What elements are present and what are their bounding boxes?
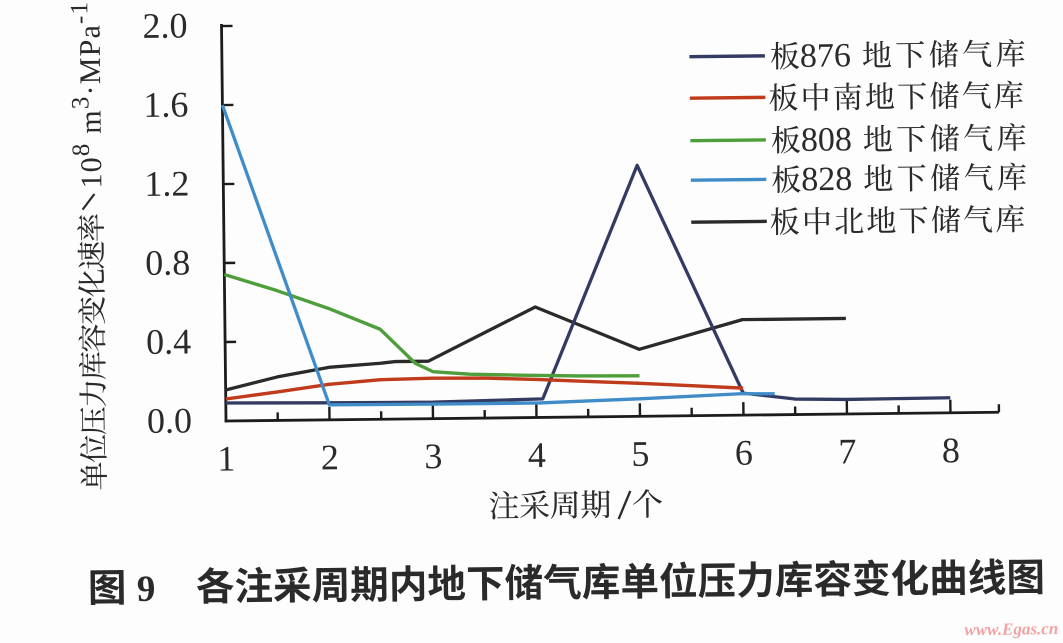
svg-text:1.6: 1.6 — [143, 84, 188, 125]
svg-text:2.0: 2.0 — [142, 5, 187, 46]
svg-text:6: 6 — [735, 433, 753, 473]
svg-text:7: 7 — [838, 431, 856, 471]
svg-text:4: 4 — [528, 435, 546, 475]
svg-text:www.Egas.cn: www.Egas.cn — [964, 619, 1058, 639]
svg-text:0.4: 0.4 — [146, 321, 191, 362]
svg-text:1: 1 — [217, 438, 235, 478]
svg-text:876: 876 — [800, 37, 851, 75]
svg-text:828: 828 — [801, 161, 852, 199]
svg-text:1.2: 1.2 — [144, 163, 189, 204]
svg-text:0.8: 0.8 — [145, 242, 190, 283]
svg-text:8: 8 — [942, 430, 960, 470]
svg-text:0.0: 0.0 — [147, 400, 192, 441]
svg-text:3: 3 — [424, 436, 442, 476]
svg-text:2: 2 — [321, 437, 339, 477]
svg-text:9: 9 — [137, 569, 156, 610]
svg-text:808: 808 — [801, 121, 852, 159]
svg-text:5: 5 — [631, 434, 649, 474]
